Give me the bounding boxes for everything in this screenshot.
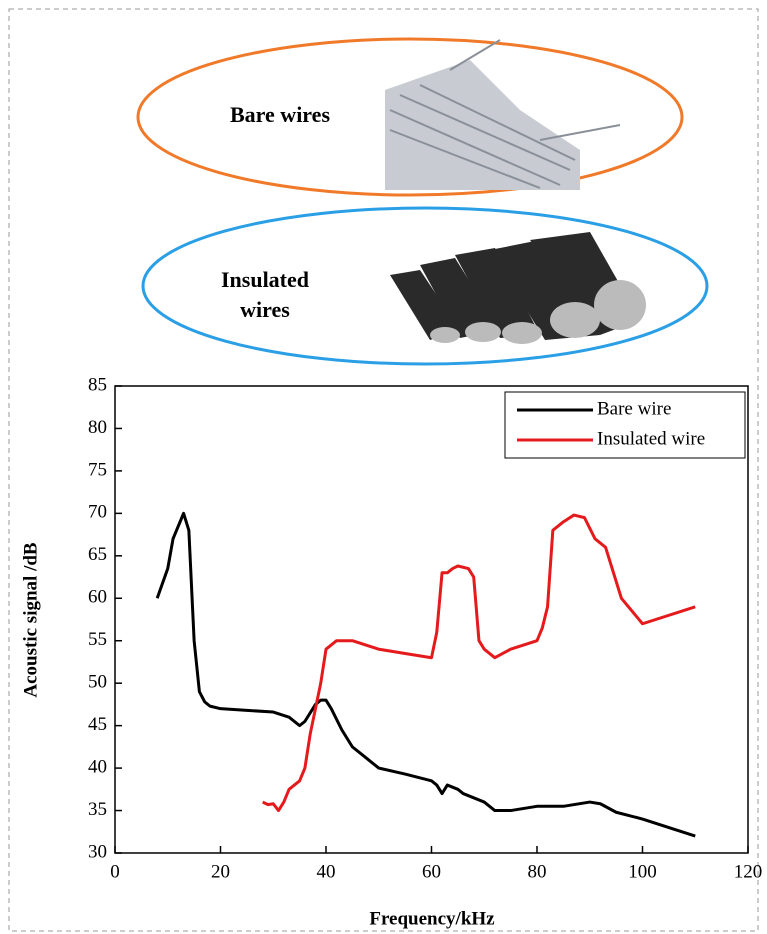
data-line <box>155 511 696 838</box>
y-tick-label: 70 <box>88 502 107 523</box>
bare-ellipse <box>136 37 684 197</box>
y-tick-label: 35 <box>88 799 107 820</box>
x-tick-label: 0 <box>110 861 120 882</box>
y-tick-label: 50 <box>88 672 107 693</box>
y-tick-label: 45 <box>88 714 107 735</box>
insulated-label: Insulated wires <box>220 267 310 322</box>
y-tick-label: 30 <box>88 841 107 862</box>
x-tick-label: 60 <box>422 861 441 882</box>
x-tick-label: 80 <box>528 861 547 882</box>
x-tick-label: 100 <box>628 861 657 882</box>
dashed-frame <box>8 8 759 932</box>
x-axis-label: Frequency/kHz <box>369 908 495 929</box>
x-tick-label: 40 <box>317 861 336 882</box>
data-line <box>262 513 696 813</box>
x-tick-label: 20 <box>211 861 230 882</box>
bare-cable-photo <box>385 39 621 190</box>
y-tick-label: 40 <box>88 756 107 777</box>
insulated-cable-photo <box>390 232 646 344</box>
legend-label: Insulated wire <box>597 428 705 449</box>
x-tick-label: 120 <box>734 861 763 882</box>
y-tick-label: 75 <box>88 459 107 480</box>
y-tick-label: 60 <box>88 587 107 608</box>
y-tick-label: 85 <box>88 374 107 395</box>
y-tick-label: 80 <box>88 417 107 438</box>
insulated-ellipse <box>141 206 709 366</box>
y-tick-label: 55 <box>88 629 107 650</box>
y-axis-label: Acoustic signal /dB <box>20 542 41 698</box>
bare-label: Bare wires <box>230 102 330 127</box>
y-tick-label: 65 <box>88 544 107 565</box>
legend-label: Bare wire <box>597 398 671 419</box>
legend-box <box>504 391 746 459</box>
plot: 0 20 40 60 80 100 120 30 35 40 45 50 55 60 65 70 75 80 85 B… <box>88 374 762 882</box>
